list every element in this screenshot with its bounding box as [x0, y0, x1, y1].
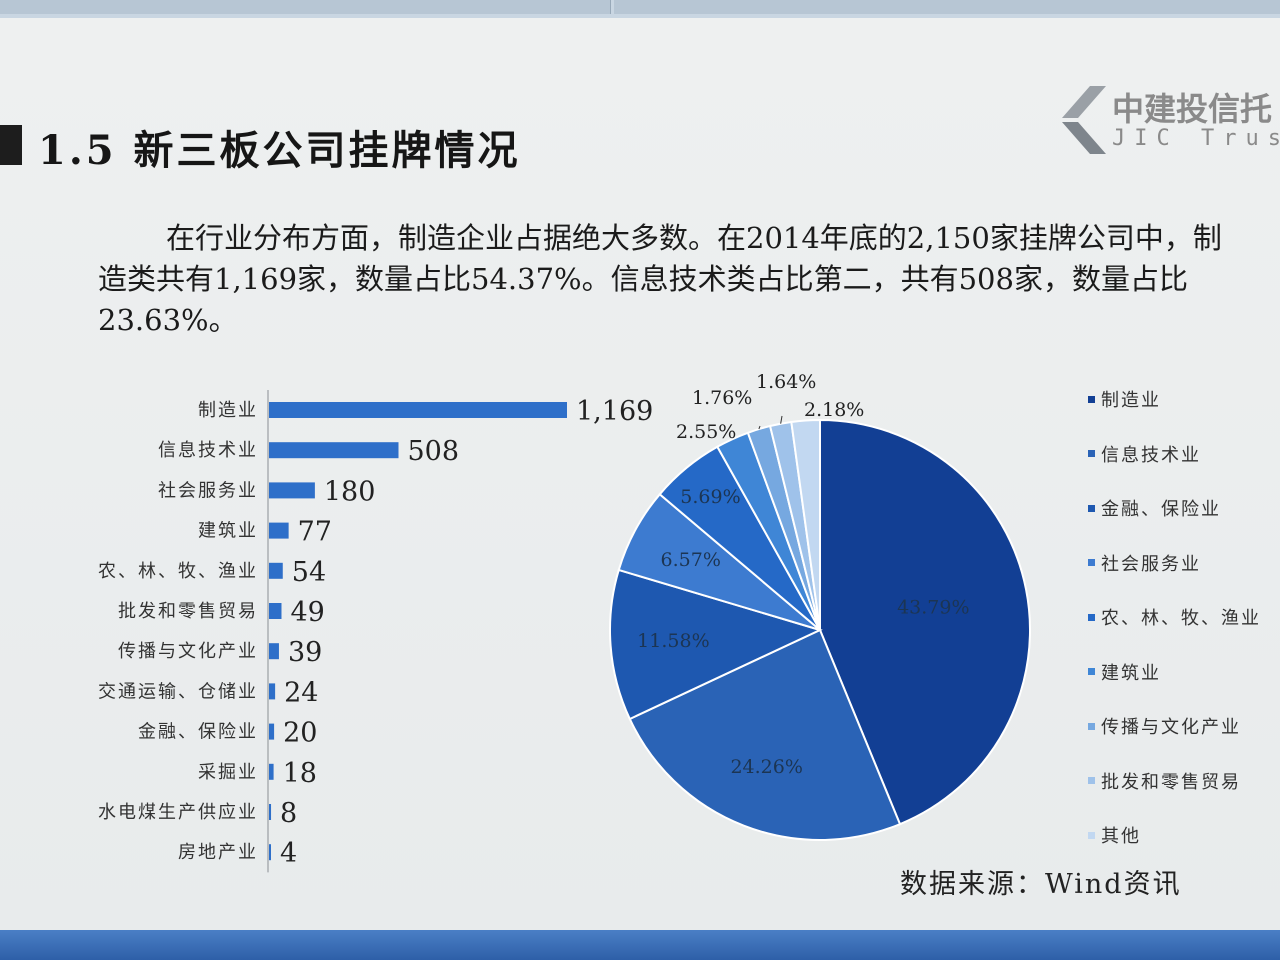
charts-area: 制造业 1,169 信息技术业 508 社会服务业 180 建筑业 77 农、林、牧、渔业 54 批…	[98, 371, 1031, 873]
bar-category-label: 批发和零售贸易	[118, 601, 258, 622]
legend-label: 制造业	[1101, 390, 1161, 412]
pie-slice-label: 24.26%	[730, 756, 802, 778]
bar-category-label: 社会服务业	[158, 480, 258, 501]
legend-item: 其他	[1088, 808, 1278, 863]
bar-value-label: 24	[284, 677, 318, 708]
pie-leader-line	[780, 415, 783, 424]
bar-category-label: 房地产业	[178, 842, 258, 863]
top-tab-right[interactable]	[614, 0, 1280, 14]
bar	[269, 723, 275, 740]
pie-slice	[819, 418, 1031, 826]
bar-category-label: 交通运输、仓储业	[98, 681, 258, 702]
legend-swatch	[1088, 668, 1095, 676]
bar	[269, 402, 567, 418]
slide	[0, 18, 1280, 938]
bar-category-label: 水电煤生产供应业	[98, 802, 258, 823]
bar-value-label: 8	[280, 798, 297, 829]
logo-text-cn: 中建投信托	[1112, 90, 1273, 128]
logo-text-en: JIC Trust	[1112, 126, 1280, 151]
legend-label: 其他	[1101, 826, 1141, 848]
data-source: 数据来源：Wind资讯	[900, 869, 1182, 900]
legend-label: 金融、保险业	[1101, 499, 1221, 521]
legend-label: 批发和零售贸易	[1101, 771, 1241, 793]
bar-value-label: 54	[292, 557, 326, 588]
bar-value-label: 49	[290, 597, 324, 628]
bar	[269, 522, 289, 539]
bar	[269, 844, 271, 861]
top-tab-left[interactable]	[0, 0, 611, 14]
bar-category-label: 采掘业	[198, 762, 258, 783]
pie-slice-label: 1.64%	[756, 371, 816, 393]
pie-chart: 43.79% 24.26% 11.58% 6.57% 5.69% 2.55% 1.76%1.…	[609, 371, 1031, 841]
bar-value-label: 180	[324, 476, 376, 507]
bar-category-label: 信息技术业	[158, 440, 258, 461]
bar	[269, 683, 276, 700]
legend-label: 农、林、牧、渔业	[1101, 608, 1261, 630]
legend-label: 传播与文化产业	[1101, 717, 1241, 739]
slide-footer-strip	[0, 930, 1280, 960]
pie-slice	[790, 418, 821, 631]
legend-item: 农、林、牧、渔业	[1088, 590, 1278, 645]
legend-label: 社会服务业	[1101, 553, 1201, 575]
bar-category-label: 建筑业	[198, 521, 258, 542]
bar-value-label: 508	[407, 436, 459, 467]
bar-category-label: 制造业	[198, 400, 258, 421]
pie-slice-label: 11.58%	[637, 630, 709, 652]
bar	[269, 442, 399, 459]
legend-item: 建筑业	[1088, 645, 1278, 700]
legend-swatch	[1088, 777, 1095, 785]
bar-category-label: 农、林、牧、渔业	[98, 561, 258, 582]
window-top-bar	[0, 0, 1280, 18]
pie-legend: 制造业信息技术业金融、保险业 社会服务业农、林、牧、渔业 建筑业传播与文化产业 批发和…	[1088, 372, 1278, 863]
bar	[269, 562, 283, 579]
legend-item: 社会服务业	[1088, 536, 1278, 591]
bar-chart: 制造业 1,169 信息技术业 508 社会服务业 180 建筑业 77 农、林、牧、渔业 54 批…	[98, 390, 653, 873]
legend-swatch	[1088, 450, 1095, 458]
legend-swatch	[1088, 395, 1095, 403]
pie-slice-label: 6.57%	[661, 549, 721, 571]
legend-label: 信息技术业	[1101, 444, 1201, 466]
legend-item: 制造业	[1088, 372, 1278, 427]
bar-value-label: 20	[283, 718, 317, 749]
bar-value-label: 4	[280, 838, 297, 869]
legend-item: 传播与文化产业	[1088, 699, 1278, 754]
pie-slice	[628, 628, 902, 841]
bar-value-label: 77	[298, 517, 332, 548]
legend-item: 批发和零售贸易	[1088, 754, 1278, 809]
bar-value-label: 39	[288, 637, 322, 668]
bar-value-label: 1,169	[576, 396, 653, 427]
pie-slice-label: 2.55%	[676, 421, 736, 443]
legend-swatch	[1088, 504, 1095, 512]
bar-category-label: 金融、保险业	[138, 722, 258, 743]
legend-label: 建筑业	[1101, 662, 1161, 684]
pie-slice-label: 43.79%	[897, 597, 969, 619]
legend-item: 金融、保险业	[1088, 481, 1278, 536]
legend-swatch	[1088, 559, 1095, 567]
legend-swatch	[1088, 613, 1095, 621]
pie-slice	[609, 568, 823, 721]
legend-item: 信息技术业	[1088, 427, 1278, 482]
legend-swatch	[1088, 722, 1095, 730]
bar	[269, 643, 279, 660]
bar	[269, 763, 274, 780]
bar-category-label: 传播与文化产业	[118, 641, 258, 662]
bar	[269, 804, 272, 820]
pie-slice-label: 2.18%	[804, 399, 864, 421]
legend-swatch	[1088, 831, 1095, 839]
pie-slice-label: 5.69%	[680, 486, 740, 508]
bar-value-label: 18	[283, 758, 317, 789]
pie-slice-label: 1.76%	[692, 387, 752, 409]
bar	[269, 482, 315, 499]
title-marker	[0, 125, 22, 165]
bar	[269, 603, 282, 619]
pie-leader-line	[758, 425, 761, 430]
page-title: 1.5 新三板公司挂牌情况	[38, 127, 521, 174]
jic-trust-logo	[1062, 86, 1106, 154]
body-paragraph: 在行业分布方面，制造企业占据绝大多数。在2014年底的2,150家挂牌公司中，制…	[98, 221, 1222, 337]
